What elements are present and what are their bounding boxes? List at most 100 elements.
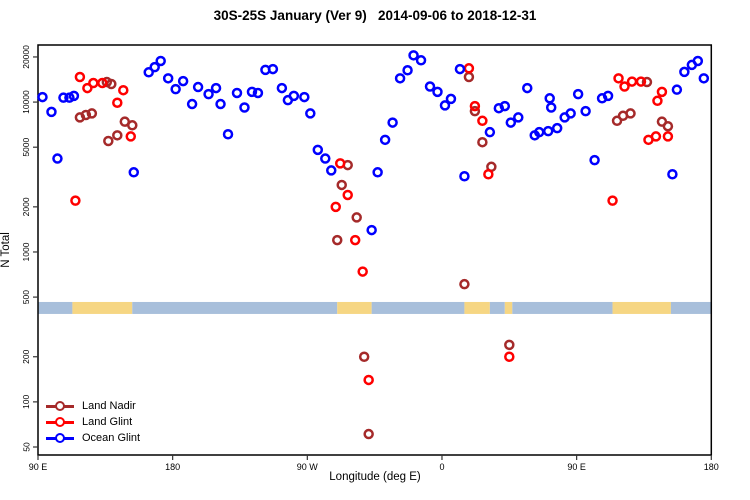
- data-point-land-glint: [504, 351, 515, 363]
- data-point-land-glint: [607, 195, 618, 206]
- data-point-land-nadir: [625, 108, 636, 119]
- data-point-land-glint: [635, 76, 647, 87]
- data-point-ocean-glint: [513, 112, 524, 123]
- data-point-land-glint: [652, 95, 663, 107]
- data-point-land-nadir: [86, 108, 98, 119]
- data-point-land-glint: [125, 131, 137, 142]
- data-point-ocean-glint: [692, 55, 704, 67]
- data-point-ocean-glint: [493, 102, 505, 114]
- data-point-ocean-glint: [671, 84, 683, 95]
- data-point-land-glint: [662, 131, 674, 142]
- data-point-ocean-glint: [565, 108, 576, 119]
- land-ocean-strip-segment-land: [464, 301, 490, 314]
- x-tick-label: 180: [165, 462, 180, 472]
- data-point-land-nadir: [469, 105, 481, 117]
- data-point-land-glint: [469, 100, 481, 112]
- data-point-ocean-glint: [679, 66, 690, 78]
- data-point-land-glint: [342, 189, 353, 201]
- data-point-ocean-glint: [387, 117, 398, 128]
- legend-circle: [55, 433, 65, 443]
- legend-marker-icon: [46, 416, 74, 428]
- data-point-land-nadir: [351, 212, 362, 223]
- x-tick-label: 90 E: [567, 462, 586, 472]
- land-ocean-strip-segment-land: [504, 301, 513, 314]
- data-point-ocean-glint: [424, 81, 436, 92]
- data-point-ocean-glint: [402, 65, 413, 76]
- land-ocean-strip-segment-ocean: [489, 301, 505, 314]
- legend-label: Ocean Glint: [82, 432, 141, 444]
- data-point-ocean-glint: [312, 144, 324, 156]
- x-tick-label: 90 W: [297, 462, 319, 472]
- legend-circle: [55, 401, 65, 411]
- data-point-land-nadir: [80, 109, 92, 121]
- data-point-land-glint: [483, 169, 494, 180]
- data-point-ocean-glint: [186, 98, 198, 110]
- data-point-land-glint: [74, 71, 86, 83]
- data-point-ocean-glint: [215, 98, 226, 110]
- y-tick-label: 50: [21, 442, 31, 452]
- data-point-ocean-glint: [580, 105, 591, 117]
- land-ocean-strip-segment-ocean: [38, 301, 73, 314]
- data-point-ocean-glint: [505, 117, 517, 128]
- data-point-ocean-glint: [128, 167, 140, 178]
- legend-item-land-nadir: Land Nadir: [46, 399, 140, 413]
- data-point-ocean-glint: [522, 82, 533, 94]
- data-point-land-glint: [349, 234, 361, 246]
- data-point-land-nadir: [477, 136, 488, 148]
- data-point-ocean-glint: [58, 92, 69, 103]
- data-point-ocean-glint: [454, 63, 466, 75]
- x-tick-label: 0: [439, 462, 444, 472]
- data-point-land-nadir: [363, 428, 374, 440]
- data-point-ocean-glint: [192, 81, 204, 93]
- data-point-land-nadir: [641, 76, 653, 88]
- data-point-ocean-glint: [445, 93, 457, 105]
- data-point-ocean-glint: [415, 55, 427, 66]
- data-point-land-glint: [613, 73, 624, 84]
- data-point-land-glint: [619, 81, 630, 92]
- data-point-ocean-glint: [155, 55, 166, 67]
- y-tick-label: 500: [21, 290, 31, 304]
- data-point-ocean-glint: [366, 224, 377, 236]
- land-ocean-strip-segment-land: [612, 301, 671, 314]
- data-point-land-glint: [626, 76, 638, 87]
- legend-marker-icon: [46, 400, 74, 412]
- data-point-ocean-glint: [203, 88, 214, 100]
- data-point-ocean-glint: [239, 102, 250, 113]
- data-point-land-nadir: [336, 179, 347, 191]
- data-point-land-nadir: [112, 130, 123, 141]
- legend-item-land-glint: Land Glint: [46, 415, 140, 429]
- data-point-ocean-glint: [68, 90, 80, 102]
- data-point-land-nadir: [331, 234, 343, 246]
- data-point-ocean-glint: [46, 106, 57, 118]
- data-point-ocean-glint: [602, 90, 614, 102]
- data-point-ocean-glint: [542, 125, 554, 137]
- data-point-ocean-glint: [667, 169, 678, 180]
- data-point-ocean-glint: [589, 154, 600, 166]
- legend-item-ocean-glint: Ocean Glint: [46, 431, 140, 445]
- data-point-ocean-glint: [52, 153, 63, 164]
- data-point-ocean-glint: [326, 165, 337, 176]
- data-point-ocean-glint: [499, 100, 511, 112]
- legend-marker-icon: [46, 432, 74, 444]
- data-point-land-glint: [112, 97, 123, 108]
- land-ocean-strip-segment-land: [337, 301, 372, 314]
- data-point-ocean-glint: [246, 86, 258, 98]
- y-tick-label: 100: [21, 395, 31, 409]
- y-tick-label: 200: [21, 349, 31, 363]
- data-point-ocean-glint: [439, 100, 451, 111]
- data-point-ocean-glint: [432, 86, 443, 98]
- land-ocean-strip-segment-ocean: [670, 301, 712, 314]
- x-tick-label: 180: [704, 462, 719, 472]
- data-point-land-nadir: [662, 120, 674, 132]
- data-point-ocean-glint: [162, 73, 174, 84]
- data-point-ocean-glint: [37, 91, 48, 103]
- data-point-ocean-glint: [320, 153, 331, 164]
- data-point-ocean-glint: [698, 73, 710, 84]
- data-point-land-glint: [330, 201, 341, 213]
- data-point-land-nadir: [103, 135, 114, 147]
- data-point-ocean-glint: [459, 171, 470, 182]
- data-point-land-glint: [363, 374, 374, 386]
- x-axis-label: Longitude (deg E): [329, 471, 421, 483]
- data-point-land-nadir: [463, 71, 475, 83]
